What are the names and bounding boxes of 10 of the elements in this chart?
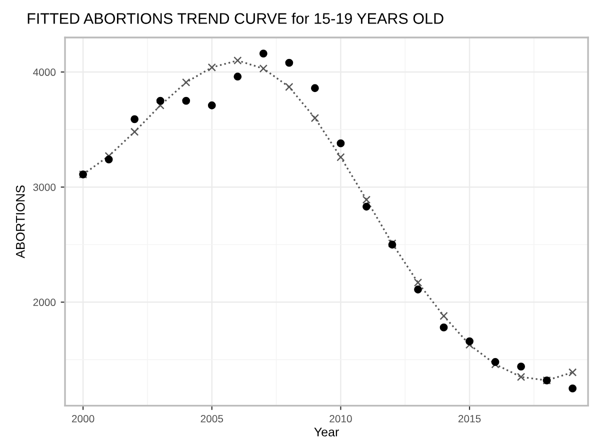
x-tick-label: 2005 — [200, 415, 224, 422]
x-tick-label: 2010 — [330, 415, 352, 422]
x-axis-title: Year — [314, 428, 339, 436]
y-tick-label: 2000 — [33, 298, 56, 306]
x-tick-label: 2000 — [72, 415, 94, 422]
y-tick-label: 3000 — [33, 184, 56, 191]
y-tick-label: 4000 — [33, 68, 56, 76]
y-axis-title: ABORTIONS — [16, 185, 25, 258]
x-tick-label: 2015 — [458, 415, 481, 422]
chart-title: FITTED ABORTIONS TREND CURVE for 15-19 YEARS OLD — [28, 12, 444, 24]
